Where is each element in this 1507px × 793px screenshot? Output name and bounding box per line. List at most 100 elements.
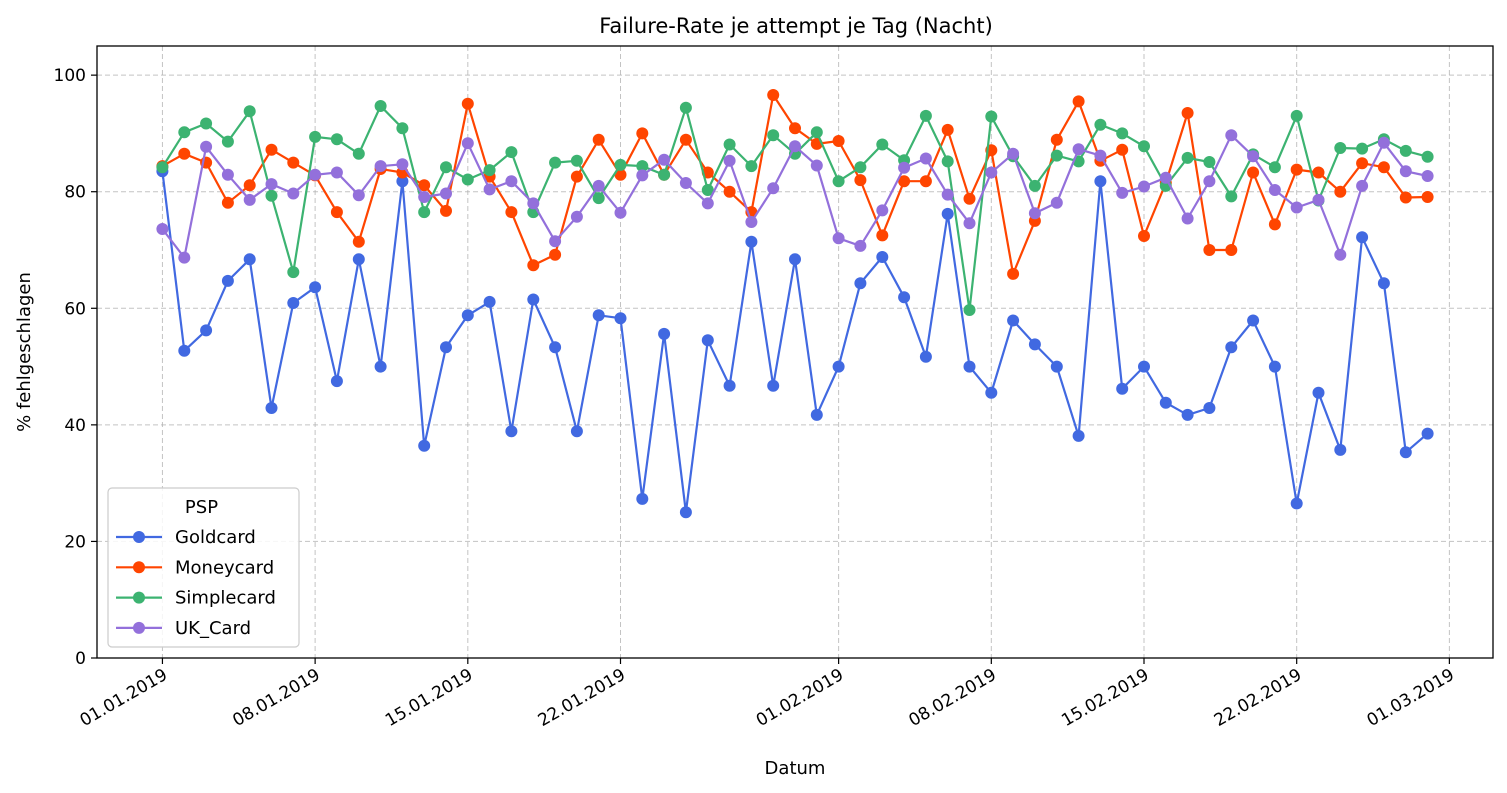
series-uk-card [156,129,1434,264]
data-point-uk-card [898,161,911,174]
data-point-goldcard [1138,360,1150,373]
data-point-goldcard [876,251,889,263]
data-point-simplecard [614,158,627,171]
data-point-goldcard [505,425,518,438]
data-point-uk-card [1116,186,1129,199]
data-point-simplecard [156,161,169,174]
data-point-uk-card [265,178,278,191]
data-point-uk-card [374,160,387,173]
data-point-moneycard [505,206,518,219]
legend: PSP Goldcard Moneycard Simplecard UK_Card [107,487,300,648]
data-point-moneycard [1247,166,1260,179]
data-point-goldcard [614,312,627,325]
data-point-simplecard [418,206,431,219]
data-point-goldcard [745,235,758,248]
data-point-simplecard [745,160,758,173]
data-point-uk-card [1181,212,1194,225]
data-point-uk-card [1050,196,1063,209]
y-tick-label: 0 [75,649,86,669]
y-tick-label: 80 [64,183,86,203]
data-point-uk-card [1334,248,1347,261]
data-point-goldcard [221,274,234,287]
data-point-moneycard [418,179,431,192]
data-point-goldcard [1181,408,1194,421]
data-point-simplecard [1116,127,1129,140]
data-point-simplecard [1421,150,1434,163]
data-point-uk-card [789,140,801,153]
data-point-goldcard [1050,360,1063,373]
data-point-uk-card [1203,175,1216,188]
data-point-simplecard [265,189,278,202]
data-point-simplecard [1181,151,1194,164]
data-point-simplecard [679,101,692,114]
y-tick-label: 100 [54,66,86,86]
chart-title: Failure-Rate je attempt je Tag (Nacht) [599,14,993,38]
legend-marker-goldcard [133,531,145,543]
data-point-uk-card [1007,147,1020,160]
data-point-uk-card [243,193,256,206]
data-point-simplecard [221,135,234,148]
data-point-moneycard [527,259,540,272]
data-point-uk-card [745,216,758,228]
data-point-uk-card [919,152,932,165]
data-point-moneycard [898,175,911,188]
data-point-moneycard [592,133,605,146]
data-point-simplecard [658,168,671,181]
data-point-goldcard [1094,175,1107,188]
data-point-goldcard [941,207,954,220]
data-point-moneycard [549,248,562,261]
data-point-uk-card [1356,179,1369,192]
data-point-simplecard [810,126,823,139]
data-point-uk-card [527,197,540,210]
legend-title: PSP [185,497,218,518]
legend-marker-moneycard [133,561,145,574]
data-point-simplecard [287,266,300,279]
data-point-moneycard [919,175,932,188]
data-point-uk-card [396,158,409,171]
data-point-moneycard [1377,161,1390,174]
series-simplecard [156,100,1434,316]
data-point-goldcard [1247,314,1260,327]
data-point-simplecard [1356,142,1369,155]
data-point-moneycard [1225,244,1238,256]
data-point-simplecard [832,175,845,188]
data-point-simplecard [1050,149,1063,162]
data-point-uk-card [658,153,671,166]
data-point-simplecard [854,161,867,174]
data-point-simplecard [374,100,387,112]
data-point-goldcard [1028,338,1041,351]
series-goldcard [156,165,1434,519]
data-point-uk-card [440,187,452,200]
data-point-goldcard [1225,341,1238,354]
data-point-moneycard [832,135,845,147]
data-point-moneycard [265,143,278,156]
data-point-simplecard [396,122,409,135]
series-layer [156,89,1434,519]
data-point-uk-card [679,177,692,189]
data-point-simplecard [636,160,649,173]
data-point-uk-card [570,210,583,223]
data-point-simplecard [461,173,474,186]
data-point-moneycard [221,196,234,209]
data-point-uk-card [352,189,365,202]
data-point-moneycard [1356,157,1369,170]
data-point-simplecard [1334,142,1347,154]
data-point-simplecard [767,129,780,142]
data-point-goldcard [1334,443,1347,456]
data-point-uk-card [832,232,845,245]
data-point-simplecard [1225,190,1238,203]
data-point-goldcard [789,253,801,266]
data-point-simplecard [330,133,343,146]
data-point-uk-card [1094,149,1107,162]
data-point-goldcard [592,309,605,322]
data-point-moneycard [1290,163,1303,176]
data-point-goldcard [963,360,976,373]
data-point-uk-card [876,204,889,217]
data-point-uk-card [156,223,169,235]
data-point-simplecard [1028,179,1041,192]
data-point-moneycard [1312,166,1325,179]
data-point-uk-card [1377,136,1390,149]
data-point-goldcard [374,360,387,373]
data-point-simplecard [592,192,605,205]
